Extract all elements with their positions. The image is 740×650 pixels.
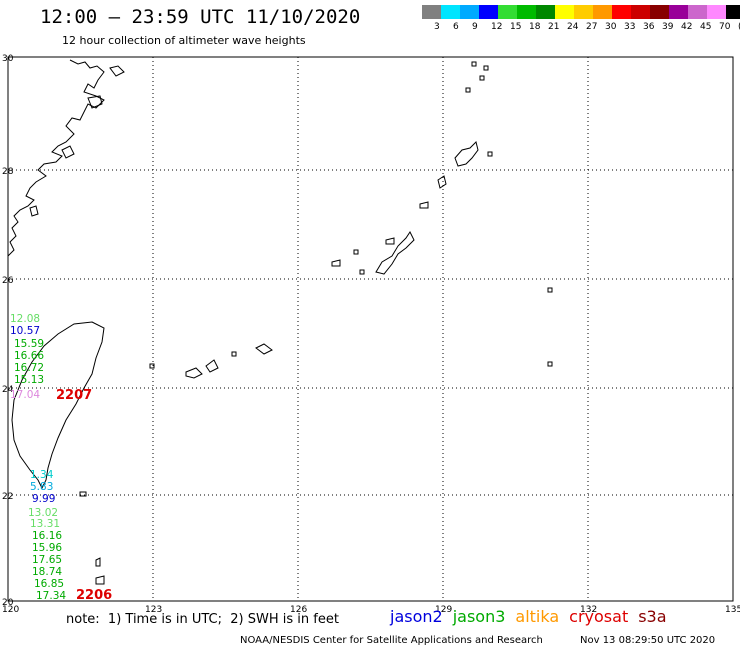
satellite-name: cryosat xyxy=(569,607,629,626)
scale-label: 9 xyxy=(472,22,478,32)
credit-line: NOAA/NESDIS Center for Satellite Applica… xyxy=(240,635,543,646)
scale-label: 21 xyxy=(548,22,560,32)
scale-swatch xyxy=(555,5,574,19)
wave-height-value: 18.74 xyxy=(32,566,63,578)
wave-height-value: 9.99 xyxy=(32,493,56,505)
wave-height-value: 13.31 xyxy=(30,518,61,530)
wave-height-value: 17.34 xyxy=(36,590,67,602)
scale-swatch xyxy=(422,5,441,19)
satellite-name: jason3 xyxy=(452,607,506,626)
latitude-label: 22 xyxy=(2,492,13,502)
scale-swatch xyxy=(669,5,688,19)
scale-swatch xyxy=(441,5,460,19)
wave-height-value: 12.08 xyxy=(10,313,41,325)
latitude-label: 30 xyxy=(2,54,14,64)
wave-height-value: 5.83 xyxy=(30,481,54,493)
wave-height-value: 1.34 xyxy=(30,469,54,481)
scale-label: 39 xyxy=(662,22,674,32)
wave-height-value: 13.02 xyxy=(28,507,59,519)
map-frame xyxy=(7,56,734,602)
scale-swatch xyxy=(612,5,631,19)
wave-height-value: 17.04 xyxy=(10,389,41,401)
longitude-label: 135 xyxy=(725,605,740,615)
satellite-legend: jason2 jason3 altika cryosat s3a xyxy=(390,607,677,626)
wave-height-value: 15.13 xyxy=(14,374,45,386)
scale-swatch xyxy=(517,5,536,19)
scale-label: 33 xyxy=(624,22,636,32)
wave-height-value: 17.65 xyxy=(32,554,63,566)
scale-swatch xyxy=(574,5,593,19)
scale-swatch xyxy=(479,5,498,19)
wave-height-value: 16.72 xyxy=(14,362,45,374)
longitude-label: 126 xyxy=(290,605,307,615)
scale-label: 36 xyxy=(643,22,655,32)
longitude-label: 132 xyxy=(580,605,597,615)
satellite-name: jason2 xyxy=(390,607,443,626)
map-title: 12:00 – 23:59 UTC 11/10/2020 xyxy=(40,6,361,28)
scale-swatch xyxy=(726,5,740,19)
scale-swatch xyxy=(631,5,650,19)
scale-label: 45 xyxy=(700,22,712,32)
wave-height-value: 15.96 xyxy=(32,542,63,554)
axis-labels: 120 123 126 129 132 135 30 28 26 24 22 20 xyxy=(2,54,740,615)
longitude-label: 120 xyxy=(2,605,19,615)
satellite-name: s3a xyxy=(638,607,667,626)
wave-height-value: 16.16 xyxy=(32,530,63,542)
scale-swatch xyxy=(536,5,555,19)
latitude-label: 24 xyxy=(2,385,14,395)
generation-timestamp: Nov 13 08:29:50 UTC 2020 xyxy=(580,635,716,646)
scale-swatch xyxy=(498,5,517,19)
wave-height-color-scale xyxy=(422,5,740,19)
pass-time-label: 2207 xyxy=(56,388,93,403)
wave-height-value: 15.59 xyxy=(14,338,45,350)
longitude-label: 129 xyxy=(435,605,452,615)
units-note: note: 1) Time is in UTC; 2) SWH is in fe… xyxy=(66,612,339,627)
lat-lon-grid xyxy=(8,57,733,601)
scale-label: 27 xyxy=(586,22,598,32)
scale-label: (ft) xyxy=(738,22,740,32)
wave-height-value: 10.57 xyxy=(10,325,41,337)
scale-swatch xyxy=(460,5,479,19)
coastline xyxy=(7,59,553,585)
scale-swatch xyxy=(688,5,707,19)
scale-label: 24 xyxy=(567,22,579,32)
scale-swatch xyxy=(650,5,669,19)
scale-label: 30 xyxy=(605,22,617,32)
satellite-name: altika xyxy=(515,607,560,626)
scale-label: 15 xyxy=(510,22,522,32)
scale-label: 18 xyxy=(529,22,541,32)
wave-height-value: 16.85 xyxy=(34,578,65,590)
scale-swatch xyxy=(593,5,612,19)
scale-label: 42 xyxy=(681,22,693,32)
scale-label: 12 xyxy=(491,22,503,32)
latitude-label: 26 xyxy=(2,276,14,286)
scale-label: 3 xyxy=(434,22,440,32)
pass-time-label: 2206 xyxy=(76,588,113,603)
scale-label: 6 xyxy=(453,22,459,32)
latitude-label: 28 xyxy=(2,167,14,177)
scale-label: 70 xyxy=(719,22,731,32)
latitude-label: 20 xyxy=(2,598,14,608)
wave-height-value: 16.66 xyxy=(14,350,45,362)
scale-swatch xyxy=(707,5,726,19)
longitude-label: 123 xyxy=(145,605,162,615)
map-subtitle: 12 hour collection of altimeter wave hei… xyxy=(62,34,306,47)
